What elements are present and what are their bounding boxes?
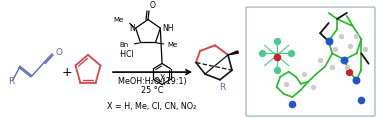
Point [348, 45, 354, 47]
Text: N: N [129, 24, 135, 33]
Point [362, 48, 368, 50]
Point [346, 71, 352, 73]
Text: R: R [219, 83, 225, 92]
Text: R: R [8, 77, 14, 86]
Point [288, 53, 294, 54]
Text: O: O [55, 48, 62, 57]
Point [317, 59, 323, 61]
Text: 25 °C: 25 °C [141, 86, 163, 95]
Point [259, 53, 265, 54]
Text: X = H, Me, Cl, CN, NO₂: X = H, Me, Cl, CN, NO₂ [107, 102, 197, 111]
FancyBboxPatch shape [246, 7, 375, 116]
Point [329, 66, 335, 68]
Text: Me: Me [168, 42, 178, 48]
Text: NH: NH [162, 24, 174, 33]
Polygon shape [228, 51, 238, 55]
Text: O: O [150, 1, 156, 10]
Point [274, 40, 280, 42]
Point [354, 79, 360, 81]
Point [354, 35, 360, 37]
Point [326, 40, 332, 42]
Point [358, 99, 364, 101]
Text: Bn: Bn [119, 42, 128, 48]
Point [341, 59, 347, 61]
Text: MeOH:H₂O (19:1): MeOH:H₂O (19:1) [118, 77, 186, 86]
Point [274, 56, 280, 57]
Text: CHO: CHO [246, 48, 266, 57]
Point [302, 73, 308, 75]
Text: Me: Me [113, 17, 124, 23]
Point [289, 103, 295, 105]
Point [338, 35, 344, 37]
Point [332, 48, 338, 50]
Text: X: X [159, 74, 165, 82]
Text: +: + [62, 66, 72, 79]
Point [310, 86, 316, 88]
Text: ·HCl: ·HCl [118, 50, 133, 59]
Point [274, 69, 280, 71]
Point [344, 66, 350, 68]
Point [283, 83, 289, 85]
